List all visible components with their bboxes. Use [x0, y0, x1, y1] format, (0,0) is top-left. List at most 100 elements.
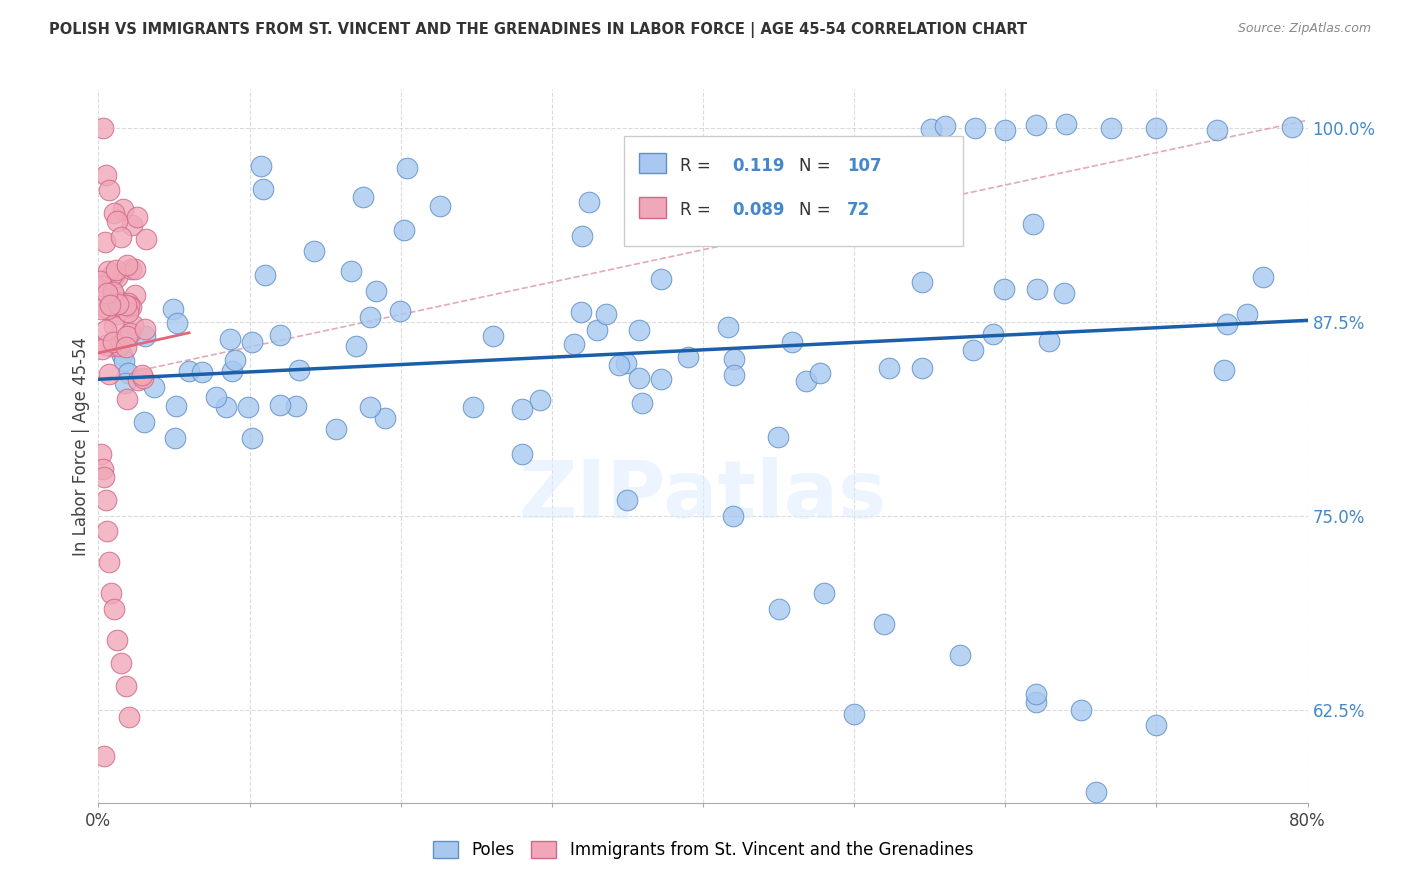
Point: [98, 555, 121, 569]
Point: [1236, 307, 1258, 321]
Point: [578, 194, 600, 209]
Point: [134, 321, 156, 335]
Point: [993, 281, 1015, 295]
Point: [166, 316, 188, 330]
Point: [250, 159, 273, 173]
Point: [1212, 363, 1234, 377]
Point: [90, 301, 112, 316]
Point: [96, 285, 118, 300]
Point: [115, 341, 138, 355]
Point: [877, 360, 900, 375]
Point: [101, 334, 124, 349]
Point: [766, 430, 789, 444]
Point: [165, 431, 187, 445]
Point: [101, 285, 124, 299]
Point: [105, 270, 128, 285]
Point: [429, 199, 451, 213]
Point: [98, 183, 121, 197]
Point: [117, 366, 139, 380]
Point: [118, 326, 141, 340]
Point: [1216, 317, 1239, 331]
Point: [110, 229, 132, 244]
Point: [994, 123, 1017, 137]
Point: [97, 301, 120, 315]
FancyBboxPatch shape: [638, 197, 665, 218]
Point: [571, 229, 593, 244]
Point: [285, 399, 308, 413]
Point: [105, 214, 128, 228]
Text: 72: 72: [846, 201, 870, 219]
Point: [94, 493, 117, 508]
Point: [911, 275, 934, 289]
Point: [962, 343, 984, 358]
Point: [219, 332, 242, 346]
Point: [143, 379, 166, 393]
Text: 0.089: 0.089: [733, 201, 785, 219]
Point: [118, 710, 141, 724]
Point: [949, 648, 972, 663]
Point: [105, 307, 128, 321]
Point: [920, 122, 942, 136]
Point: [127, 373, 149, 387]
Point: [124, 288, 146, 302]
Point: [352, 190, 374, 204]
Point: [93, 470, 115, 484]
Point: [101, 268, 124, 282]
Point: [120, 262, 142, 277]
Point: [114, 376, 136, 391]
Point: [562, 336, 585, 351]
Point: [97, 264, 120, 278]
Point: [1251, 269, 1274, 284]
Point: [510, 402, 533, 417]
Point: [1024, 687, 1046, 701]
Text: R =: R =: [681, 157, 711, 175]
Point: [340, 264, 363, 278]
Y-axis label: In Labor Force | Age 45-54: In Labor Force | Age 45-54: [72, 336, 90, 556]
Legend: Poles, Immigrants from St. Vincent and the Grenadines: Poles, Immigrants from St. Vincent and t…: [426, 834, 980, 866]
Point: [768, 602, 790, 616]
Text: 0.119: 0.119: [733, 157, 785, 175]
Point: [179, 364, 201, 378]
Point: [100, 586, 122, 600]
Point: [94, 337, 117, 351]
Point: [117, 258, 139, 272]
Point: [796, 375, 818, 389]
Point: [813, 586, 835, 600]
Point: [723, 508, 745, 523]
Point: [717, 319, 740, 334]
Point: [114, 680, 136, 694]
Text: Source: ZipAtlas.com: Source: ZipAtlas.com: [1237, 22, 1371, 36]
Point: [98, 367, 121, 381]
Point: [725, 153, 748, 168]
Point: [221, 363, 243, 377]
Point: [607, 358, 630, 372]
Point: [844, 707, 866, 722]
Point: [91, 120, 114, 135]
Point: [238, 400, 260, 414]
Text: POLISH VS IMMIGRANTS FROM ST. VINCENT AND THE GRENADINES IN LABOR FORCE | AGE 45: POLISH VS IMMIGRANTS FROM ST. VINCENT AN…: [49, 22, 1028, 38]
Point: [911, 361, 934, 376]
Point: [616, 493, 638, 508]
Point: [325, 422, 347, 436]
Point: [1021, 217, 1043, 231]
Point: [359, 310, 381, 324]
Point: [650, 372, 672, 386]
Point: [103, 301, 125, 315]
Point: [100, 339, 122, 353]
Point: [131, 368, 153, 382]
Point: [482, 328, 505, 343]
Point: [711, 178, 734, 193]
Point: [585, 323, 607, 337]
Point: [723, 352, 745, 367]
Point: [107, 339, 129, 353]
Point: [269, 328, 291, 343]
Point: [103, 206, 125, 220]
Point: [808, 366, 831, 380]
Point: [627, 323, 650, 337]
Point: [510, 447, 533, 461]
Point: [1070, 703, 1092, 717]
Point: [110, 656, 132, 670]
Point: [103, 287, 125, 301]
Point: [103, 602, 125, 616]
Point: [630, 396, 652, 410]
